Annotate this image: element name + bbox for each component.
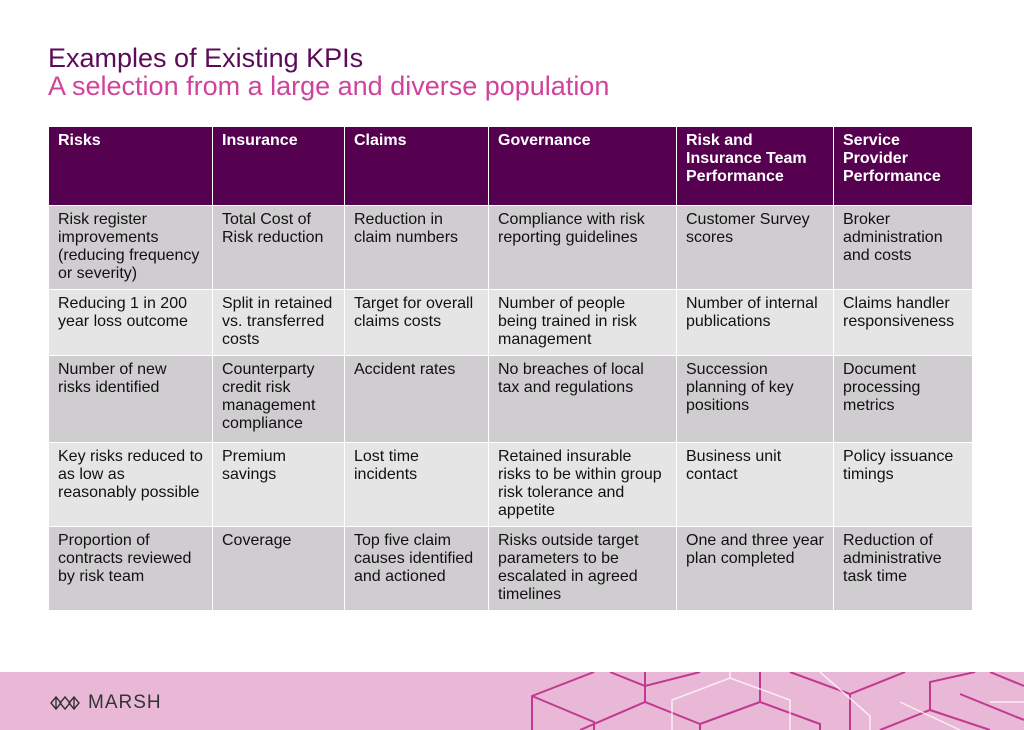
column-header-claims: Claims bbox=[344, 126, 489, 206]
table-cell: Business unit contact bbox=[676, 442, 834, 527]
marsh-logo-icon bbox=[50, 695, 80, 711]
table-cell: Broker administration and costs bbox=[833, 205, 973, 290]
table-cell: Coverage bbox=[212, 526, 345, 611]
table-row: Number of new risks identified Counterpa… bbox=[48, 355, 973, 443]
table-cell: Policy issuance timings bbox=[833, 442, 973, 527]
table-cell: Risks outside target parameters to be es… bbox=[488, 526, 677, 611]
table-cell: Risk register improvements (reducing fre… bbox=[48, 205, 213, 290]
table-cell: Number of new risks identified bbox=[48, 355, 213, 443]
table-cell: Reducing 1 in 200 year loss outcome bbox=[48, 289, 213, 356]
column-header-risks: Risks bbox=[48, 126, 213, 206]
table-cell: Top five claim causes identified and act… bbox=[344, 526, 489, 611]
table-cell: Succession planning of key positions bbox=[676, 355, 834, 443]
table-cell: Counterparty credit risk management comp… bbox=[212, 355, 345, 443]
table-cell: Compliance with risk reporting guideline… bbox=[488, 205, 677, 290]
table-row: Reducing 1 in 200 year loss outcome Spli… bbox=[48, 289, 973, 356]
table-cell: No breaches of local tax and regulations bbox=[488, 355, 677, 443]
page-subtitle: A selection from a large and diverse pop… bbox=[48, 71, 610, 101]
table-cell: Split in retained vs. transferred costs bbox=[212, 289, 345, 356]
table-cell: Key risks reduced to as low as reasonabl… bbox=[48, 442, 213, 527]
column-header-governance: Governance bbox=[488, 126, 677, 206]
marsh-logo-text: MARSH bbox=[88, 692, 162, 713]
page-title: Examples of Existing KPIs bbox=[48, 43, 364, 73]
table-cell: Customer Survey scores bbox=[676, 205, 834, 290]
column-header-provider-performance: Service Provider Performance bbox=[833, 126, 973, 206]
table-cell: Target for overall claims costs bbox=[344, 289, 489, 356]
table-cell: Lost time incidents bbox=[344, 442, 489, 527]
marsh-logo: MARSH bbox=[50, 692, 162, 714]
table-cell: Number of internal publications bbox=[676, 289, 834, 356]
table-cell: One and three year plan completed bbox=[676, 526, 834, 611]
table-cell: Proportion of contracts reviewed by risk… bbox=[48, 526, 213, 611]
column-header-team-performance: Risk and Insurance Team Performance bbox=[676, 126, 834, 206]
table-row: Key risks reduced to as low as reasonabl… bbox=[48, 442, 973, 527]
table-cell: Reduction in claim numbers bbox=[344, 205, 489, 290]
column-header-insurance: Insurance bbox=[212, 126, 345, 206]
table-cell: Reduction of administrative task time bbox=[833, 526, 973, 611]
table-cell: Total Cost of Risk reduction bbox=[212, 205, 345, 290]
footer-band: MARSH bbox=[0, 672, 1024, 730]
table-cell: Claims handler responsiveness bbox=[833, 289, 973, 356]
table-header-row: Risks Insurance Claims Governance Risk a… bbox=[48, 126, 973, 206]
kpi-table: Risks Insurance Claims Governance Risk a… bbox=[48, 126, 973, 611]
table-cell: Number of people being trained in risk m… bbox=[488, 289, 677, 356]
table-cell: Accident rates bbox=[344, 355, 489, 443]
table-cell: Document processing metrics bbox=[833, 355, 973, 443]
hexagon-pattern-decoration bbox=[531, 672, 1024, 730]
table-cell: Retained insurable risks to be within gr… bbox=[488, 442, 677, 527]
table-row: Risk register improvements (reducing fre… bbox=[48, 205, 973, 290]
table-row: Proportion of contracts reviewed by risk… bbox=[48, 526, 973, 611]
table-cell: Premium savings bbox=[212, 442, 345, 527]
